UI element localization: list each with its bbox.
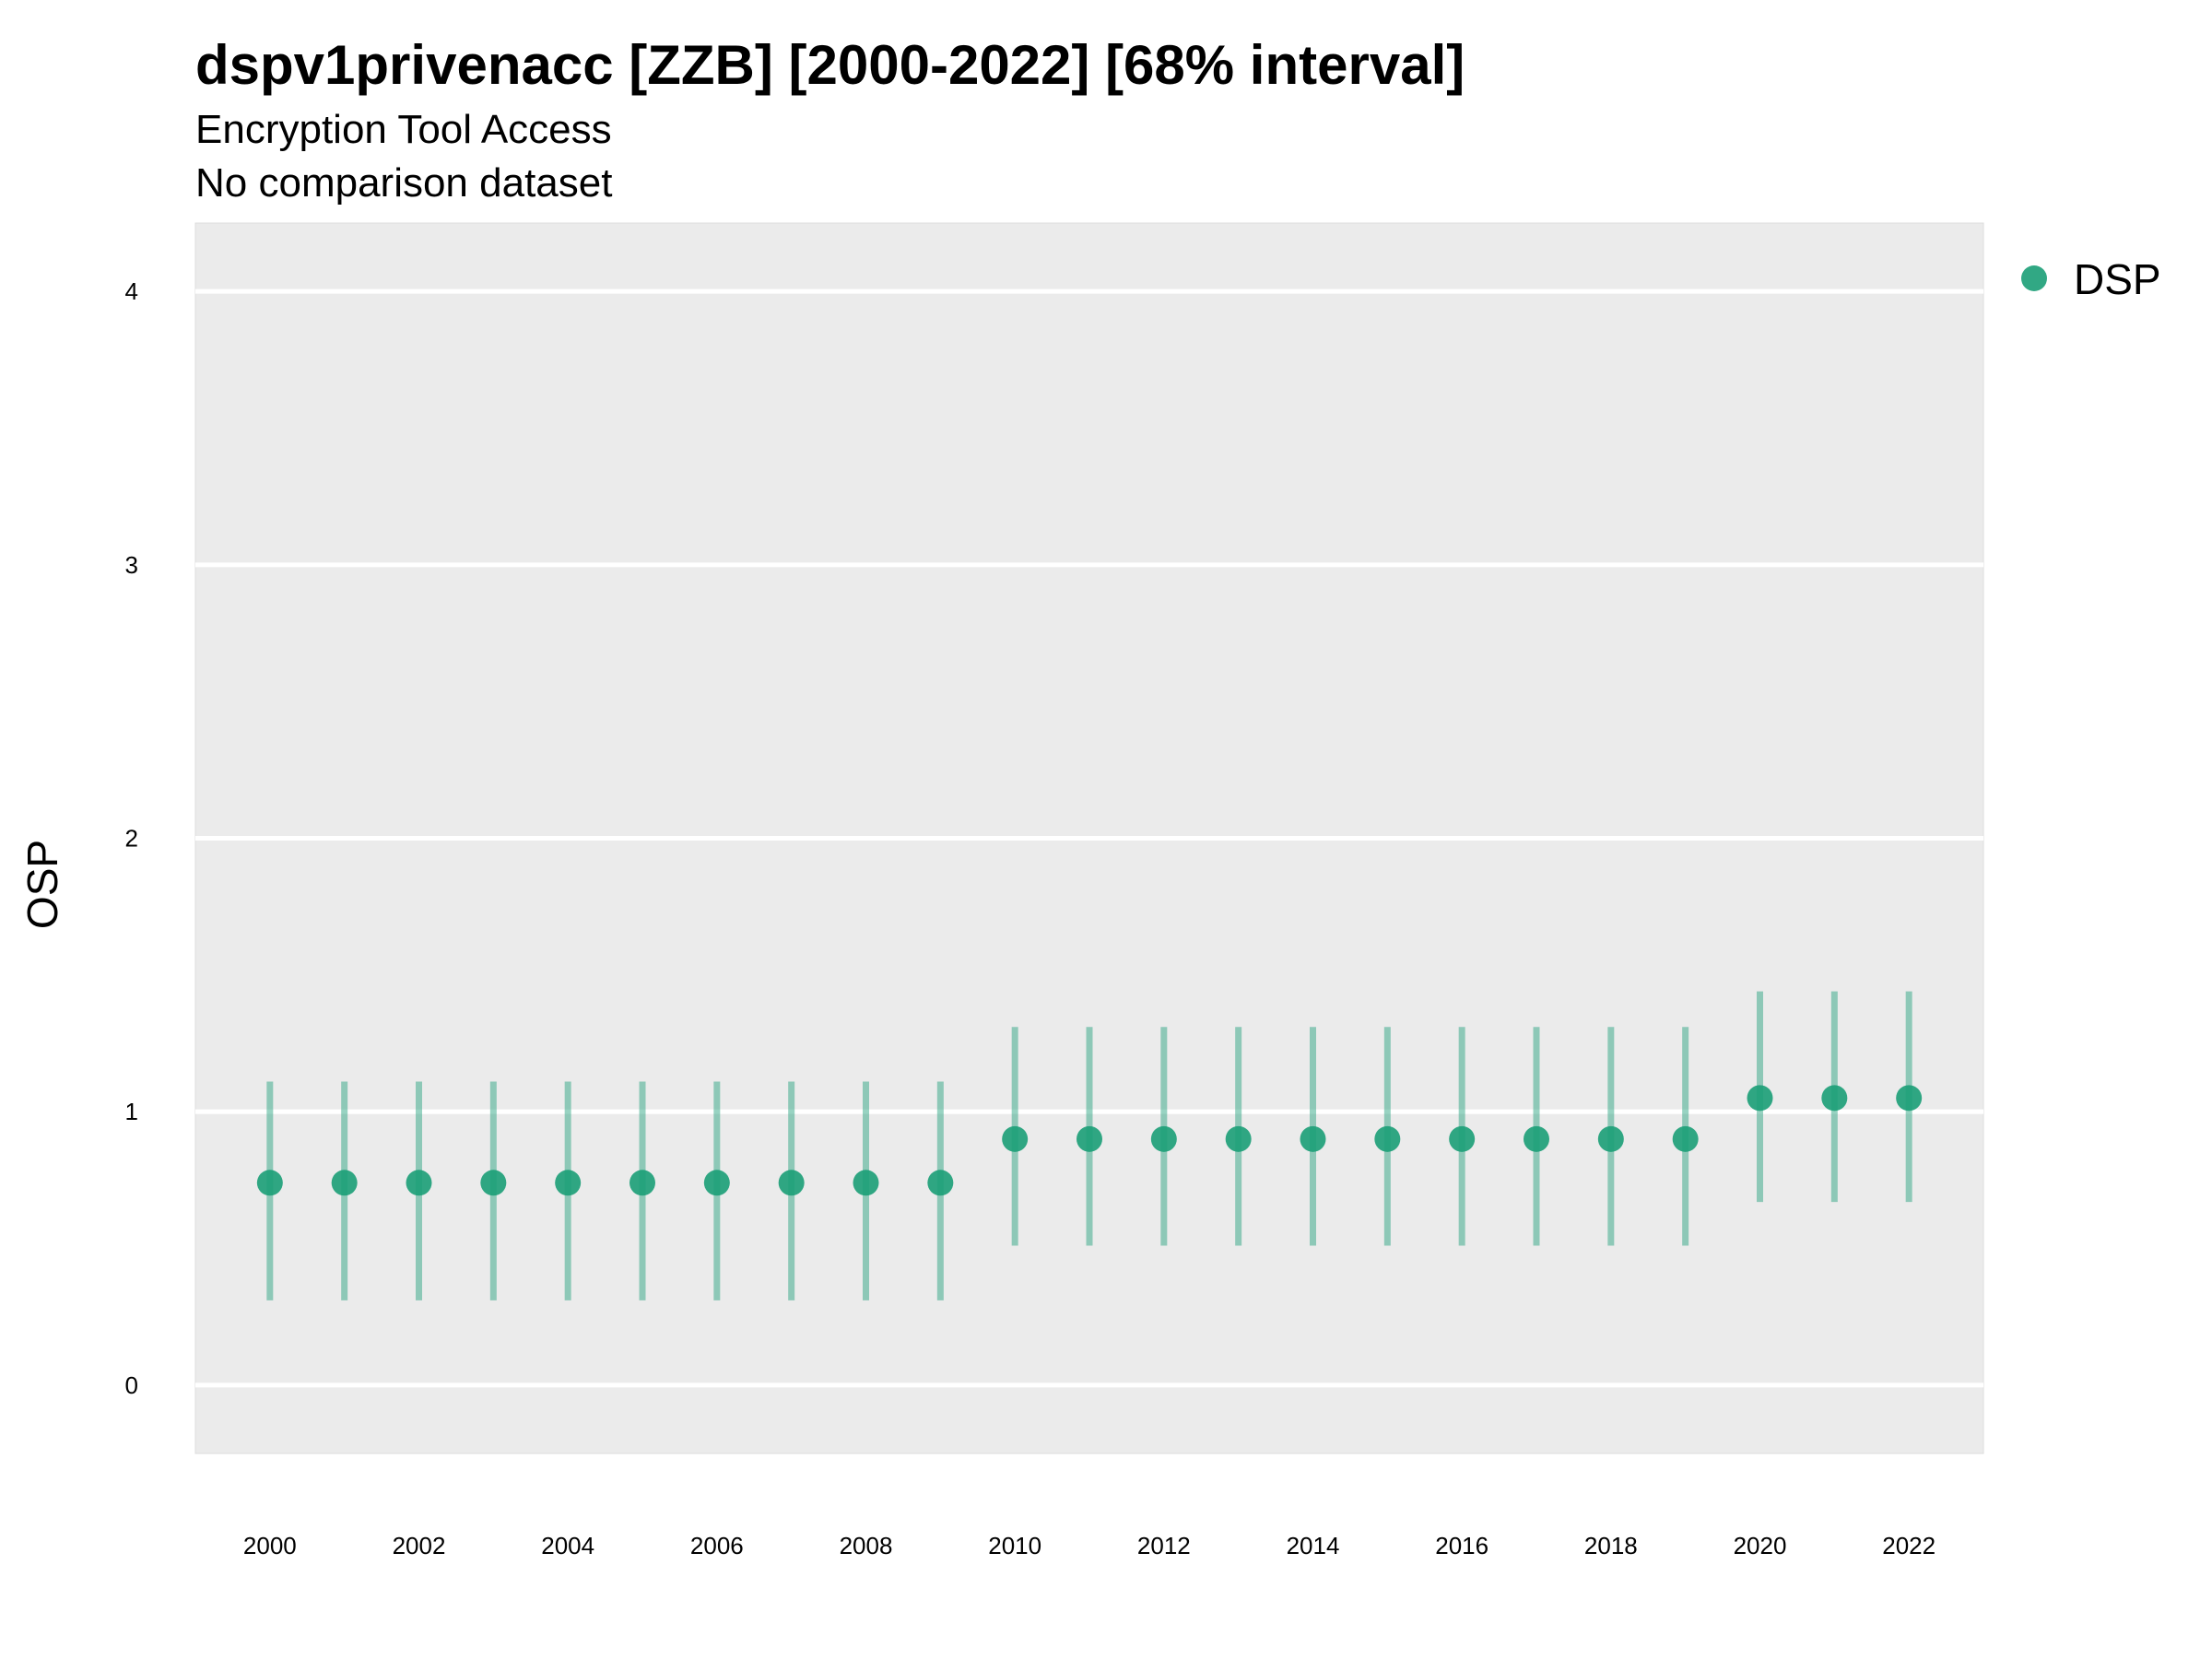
legend-label-dsp: DSP [2074, 255, 2161, 303]
data-point [1150, 1125, 1177, 1152]
x-tick-label: 2018 [1584, 1532, 1638, 1559]
data-point [1747, 1085, 1773, 1112]
data-point [555, 1170, 582, 1196]
y-tick-label: 3 [125, 551, 138, 579]
x-tick-label: 2014 [1287, 1532, 1340, 1559]
data-point [256, 1170, 283, 1196]
x-tick-label: 2010 [988, 1532, 1041, 1559]
data-point [1225, 1125, 1252, 1152]
data-point [1300, 1125, 1326, 1152]
data-point [1077, 1125, 1102, 1152]
chart-subtitle-secondary: No comparison dataset [195, 160, 613, 206]
y-axis-title: OSP [18, 840, 66, 929]
x-tick-label: 2020 [1734, 1532, 1787, 1559]
x-tick-label: 2022 [1882, 1532, 1936, 1559]
x-tick-label: 2016 [1435, 1532, 1488, 1559]
x-tick-label: 2008 [840, 1532, 893, 1559]
data-point [1672, 1125, 1699, 1152]
data-points [256, 1085, 1923, 1196]
x-tick-label: 2004 [541, 1532, 594, 1559]
x-tick-label: 2012 [1137, 1532, 1191, 1559]
y-axis-ticks: 0 1 2 3 4 [125, 277, 138, 1399]
x-axis-ticks: 2000 2002 2004 2006 2008 2010 2012 2014 2016 2018… [243, 1532, 1936, 1559]
data-point [703, 1170, 730, 1196]
data-point [1002, 1125, 1029, 1152]
y-tick-label: 2 [125, 825, 138, 853]
x-tick-label: 2006 [690, 1532, 744, 1559]
data-point [1524, 1125, 1549, 1152]
data-point [1821, 1085, 1848, 1112]
y-tick-label: 0 [125, 1371, 138, 1399]
data-point [778, 1170, 805, 1196]
data-point [1597, 1125, 1624, 1152]
data-point [480, 1170, 507, 1196]
data-point [1449, 1125, 1476, 1152]
data-point [1374, 1125, 1401, 1152]
data-point [406, 1170, 432, 1196]
x-tick-label: 2000 [243, 1532, 297, 1559]
data-point [853, 1170, 879, 1196]
legend-marker [2021, 265, 2047, 291]
data-point [629, 1170, 655, 1196]
data-point [1896, 1085, 1923, 1112]
y-tick-label: 1 [125, 1098, 138, 1125]
legend: DSP [2021, 255, 2161, 303]
chart-subtitle: Encryption Tool Access [195, 107, 612, 152]
y-tick-label: 4 [125, 277, 138, 305]
grid-lines [195, 288, 1983, 1388]
data-point [927, 1170, 954, 1196]
data-point [331, 1170, 358, 1196]
x-tick-label: 2002 [393, 1532, 446, 1559]
chart-title: dspv1privenacc [ZZB] [2000-2022] [68% in… [195, 34, 1465, 96]
